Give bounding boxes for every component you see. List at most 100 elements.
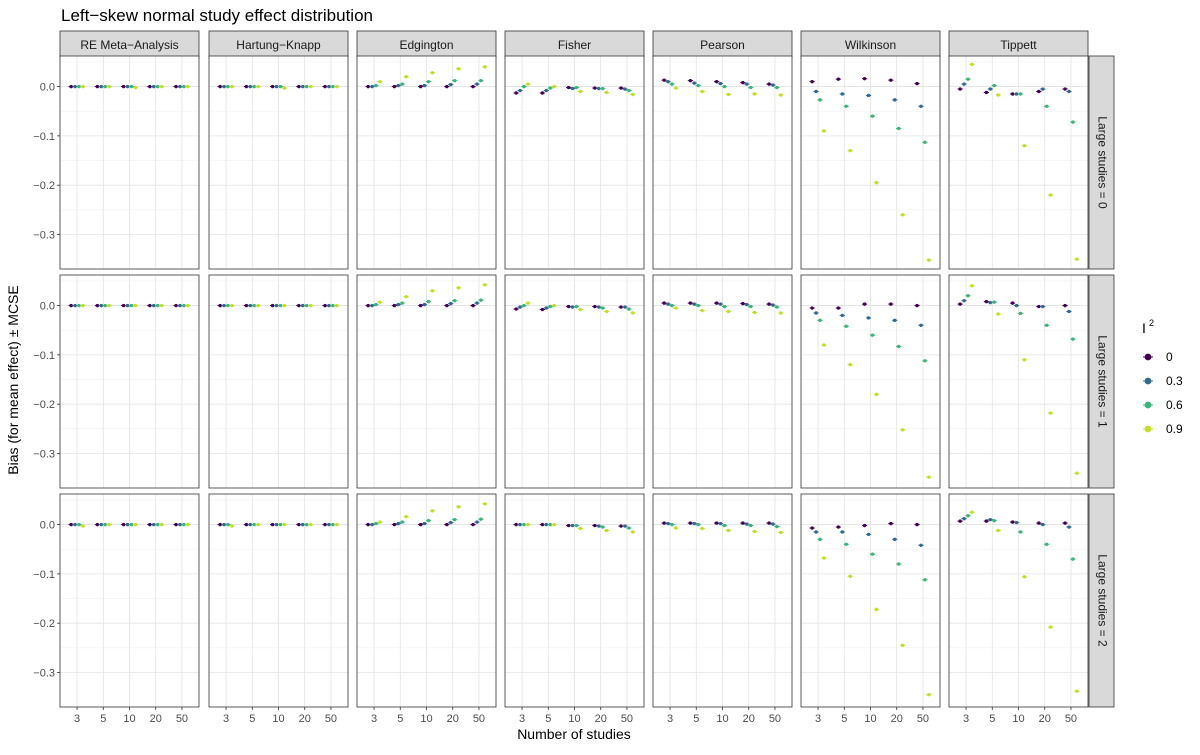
data-point <box>125 303 130 308</box>
x-tick-label: 20 <box>299 713 311 725</box>
panel-border <box>356 55 497 270</box>
panel-border <box>652 55 793 270</box>
data-point <box>327 84 331 89</box>
data-point <box>775 524 779 529</box>
data-point <box>1014 92 1019 96</box>
data-point <box>1067 309 1071 314</box>
data-point <box>522 84 526 89</box>
data-point <box>893 98 897 102</box>
data-point <box>248 522 253 527</box>
data-point <box>1014 303 1019 308</box>
data-point <box>418 303 423 308</box>
x-tick-label: 10 <box>123 713 135 725</box>
data-point <box>483 283 487 287</box>
data-point <box>771 522 775 526</box>
data-point <box>722 84 727 89</box>
data-point <box>779 93 783 97</box>
data-point <box>771 83 775 87</box>
data-point <box>714 79 719 84</box>
data-point <box>1018 530 1023 534</box>
data-point <box>174 522 178 527</box>
data-point <box>274 303 279 308</box>
data-point <box>471 303 475 308</box>
panel-border <box>356 274 497 489</box>
data-point <box>278 303 283 308</box>
row-strip-label: Large studies = 0 <box>1095 116 1109 209</box>
data-point <box>471 522 475 527</box>
y-tick-label: −0.3 <box>33 448 55 460</box>
x-tick-label: 20 <box>891 713 903 725</box>
x-tick-label: 5 <box>249 713 255 725</box>
data-point <box>378 520 382 524</box>
data-point <box>958 302 962 306</box>
data-point <box>600 525 605 529</box>
data-point <box>256 84 260 89</box>
data-point <box>456 286 461 290</box>
data-point <box>133 522 138 527</box>
data-point <box>996 93 1000 97</box>
data-point <box>301 303 305 308</box>
data-point <box>226 522 230 527</box>
data-point <box>718 302 723 306</box>
data-point <box>674 306 678 310</box>
data-point <box>370 303 374 308</box>
chart-title: Left−skew normal study effect distributi… <box>61 6 373 25</box>
data-point <box>600 86 605 91</box>
data-point <box>752 310 757 315</box>
x-tick-label: 5 <box>693 713 699 725</box>
x-tick-label: 10 <box>1012 713 1024 725</box>
data-point <box>627 88 631 93</box>
data-point <box>282 303 287 308</box>
data-point <box>297 84 301 89</box>
data-point <box>159 84 164 89</box>
column-strip <box>800 30 941 59</box>
data-point <box>775 85 779 90</box>
row-strip <box>1088 55 1115 270</box>
data-point <box>767 302 771 306</box>
data-point <box>452 78 457 83</box>
legend-label: 0.6 <box>1166 398 1183 412</box>
data-point <box>927 692 931 697</box>
panel-border <box>948 274 1089 489</box>
data-point <box>893 318 897 323</box>
data-point <box>970 284 974 288</box>
data-point <box>449 82 453 87</box>
data-point <box>726 528 731 533</box>
data-point <box>308 84 313 89</box>
data-point <box>900 428 905 432</box>
x-tick-label: 10 <box>716 713 728 725</box>
panel-border <box>948 55 1089 270</box>
data-point <box>526 522 530 527</box>
data-point <box>741 521 745 525</box>
data-point <box>518 88 522 93</box>
data-point <box>252 84 256 89</box>
data-point <box>741 301 745 306</box>
data-point <box>186 303 190 308</box>
data-point <box>222 303 226 308</box>
data-point <box>927 475 931 479</box>
data-point <box>748 85 753 90</box>
data-point <box>256 303 260 308</box>
panel-border <box>208 274 349 489</box>
data-point <box>623 524 627 528</box>
data-point <box>475 82 479 86</box>
x-tick-label: 5 <box>545 713 551 725</box>
legend-key <box>1144 353 1152 361</box>
data-point <box>304 303 309 308</box>
data-point <box>121 84 126 89</box>
x-tick-label: 20 <box>447 713 459 725</box>
column-strip <box>208 30 349 59</box>
y-tick-label: 0.0 <box>40 301 55 313</box>
legend-title: I <box>1142 320 1146 336</box>
data-point <box>748 523 753 528</box>
data-point <box>578 307 583 312</box>
data-point <box>182 84 186 89</box>
data-point <box>1022 358 1027 362</box>
x-tick-label: 50 <box>621 713 633 725</box>
data-point <box>540 307 545 312</box>
data-point <box>866 93 871 98</box>
data-point <box>696 83 700 88</box>
row-strip-label: Large studies = 1 <box>1095 335 1109 428</box>
data-point <box>186 522 190 527</box>
data-point <box>282 86 287 90</box>
